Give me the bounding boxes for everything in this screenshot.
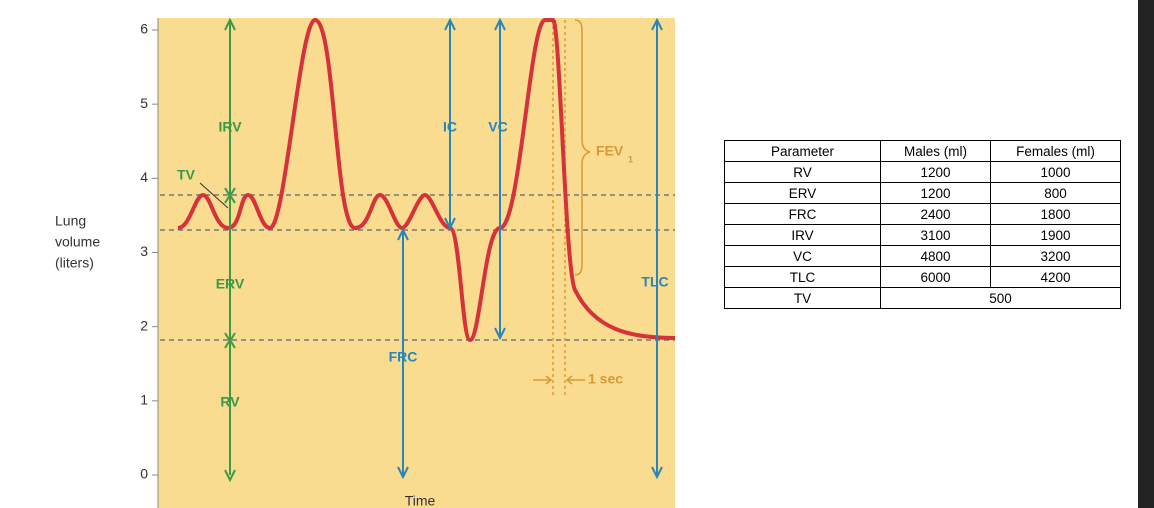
table-cell: 1200 xyxy=(880,182,991,204)
table-cell: 1200 xyxy=(880,161,991,183)
tlc-label: TLC xyxy=(641,274,668,290)
x-axis-label: Time xyxy=(405,493,436,508)
y-axis-label: (liters) xyxy=(55,255,94,271)
table-cell: FRC xyxy=(724,203,881,225)
table-cell: ERV xyxy=(724,182,881,204)
one-sec-label: 1 sec xyxy=(588,371,623,387)
tv-label: TV xyxy=(177,167,196,183)
table-cell: 3100 xyxy=(880,224,991,246)
y-axis-label: Lung xyxy=(55,213,86,229)
table-row: IRV 3100 1900 xyxy=(724,224,1121,246)
table-cell: 1000 xyxy=(990,161,1121,183)
table-cell: 2400 xyxy=(880,203,991,225)
table-cell: 1800 xyxy=(990,203,1121,225)
rv-label: RV xyxy=(220,394,240,410)
fev-bracket xyxy=(574,19,591,276)
y-tick-label: 3 xyxy=(140,243,148,259)
table-cell: 800 xyxy=(990,182,1121,204)
y-tick-label: 0 xyxy=(140,466,148,482)
table-cell: 4200 xyxy=(990,266,1121,288)
y-tick-label: 4 xyxy=(140,169,148,185)
vc-label: VC xyxy=(488,119,507,135)
table-row: Parameter Males (ml) Females (ml) xyxy=(724,140,1121,162)
table-row: FRC 2400 1800 xyxy=(724,203,1121,225)
table-row: TV 500 xyxy=(724,287,1121,309)
irv-label: IRV xyxy=(218,119,242,135)
green-arrows xyxy=(224,17,236,483)
y-tick-label: 2 xyxy=(140,317,148,333)
frc-label: FRC xyxy=(389,349,418,365)
fev-subscript: 1 xyxy=(628,154,633,164)
table-cell: IRV xyxy=(724,224,881,246)
tv-pointer xyxy=(199,182,229,209)
table-row: VC 4800 3200 xyxy=(724,245,1121,267)
volume-curve xyxy=(177,17,676,343)
table-cell: VC xyxy=(724,245,881,267)
table-cell: 500 xyxy=(880,287,1121,309)
erv-label: ERV xyxy=(216,276,245,292)
side-bar xyxy=(1138,0,1154,508)
y-tick-label: 6 xyxy=(140,21,148,37)
ic-label: IC xyxy=(443,119,457,135)
table-cell: 3200 xyxy=(990,245,1121,267)
sec-arrows xyxy=(533,375,585,385)
y-axis-label: volume xyxy=(55,234,100,250)
table-cell: 6000 xyxy=(880,266,991,288)
table-row: TLC 6000 4200 xyxy=(724,266,1121,288)
table-cell: Parameter xyxy=(724,140,881,162)
table-cell: RV xyxy=(724,161,881,183)
parameter-table: Parameter Males (ml) Females (ml) RV 1200 100… xyxy=(724,140,1121,309)
y-tick-label: 1 xyxy=(140,392,148,408)
fev-label: FEV xyxy=(596,143,624,159)
table-cell: Females (ml) xyxy=(990,140,1121,162)
table-cell: TV xyxy=(724,287,881,309)
table-row: ERV 1200 800 xyxy=(724,182,1121,204)
table-cell: TLC xyxy=(724,266,881,288)
plot-background xyxy=(158,18,675,508)
table-cell: Males (ml) xyxy=(880,140,991,162)
blue-arrows xyxy=(397,17,663,480)
table-cell: 4800 xyxy=(880,245,991,267)
y-tick-label: 5 xyxy=(140,95,148,111)
table-row: RV 1200 1000 xyxy=(724,161,1121,183)
table-cell: 1900 xyxy=(990,224,1121,246)
